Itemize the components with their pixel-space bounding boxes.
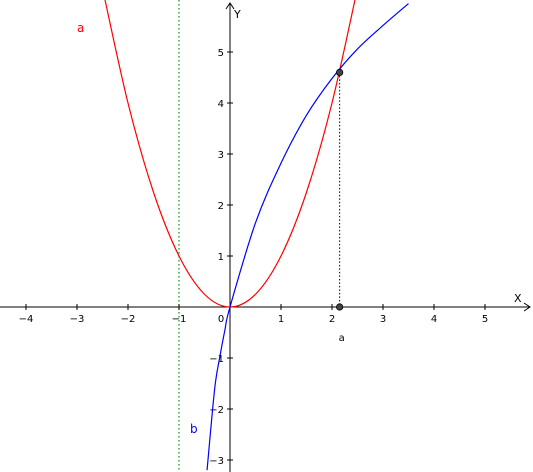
series-line-b (206, 3, 409, 471)
axis-point (336, 303, 344, 311)
y-tick-label: −1 (209, 354, 224, 365)
x-tick-label: 5 (482, 314, 488, 325)
y-tick-label: −3 (209, 456, 224, 467)
x-tick-label: 4 (431, 314, 437, 325)
y-axis-arrow (225, 2, 235, 10)
x-tick-label: −4 (19, 314, 34, 325)
y-tick-label: 4 (218, 99, 224, 110)
x-axis-arrow (523, 302, 531, 312)
y-tick-label: −2 (209, 405, 224, 416)
series-label-a: a (77, 21, 84, 35)
labels: a a b (77, 21, 345, 436)
y-tick-label: 5 (218, 48, 224, 59)
y-tick-label: 2 (218, 201, 224, 212)
x-tick-label: 3 (380, 314, 386, 325)
intersection-point (336, 68, 344, 77)
x-tick-label: 0 (218, 314, 224, 325)
x-tick-label: 1 (278, 314, 284, 325)
points (336, 68, 344, 311)
x-tick-label: −3 (70, 314, 85, 325)
y-tick-label: 3 (218, 150, 224, 161)
x-tick-label: −2 (121, 314, 136, 325)
y-tick-label: 1 (218, 252, 224, 263)
axis-point-label: a (339, 333, 345, 344)
x-tick-label: 2 (329, 314, 335, 325)
x-axis-name: X (514, 292, 522, 305)
y-axis-name: Y (233, 8, 241, 21)
x-tick-label: −1 (172, 314, 187, 325)
series-label-b: b (190, 422, 198, 436)
curves (104, 0, 409, 471)
